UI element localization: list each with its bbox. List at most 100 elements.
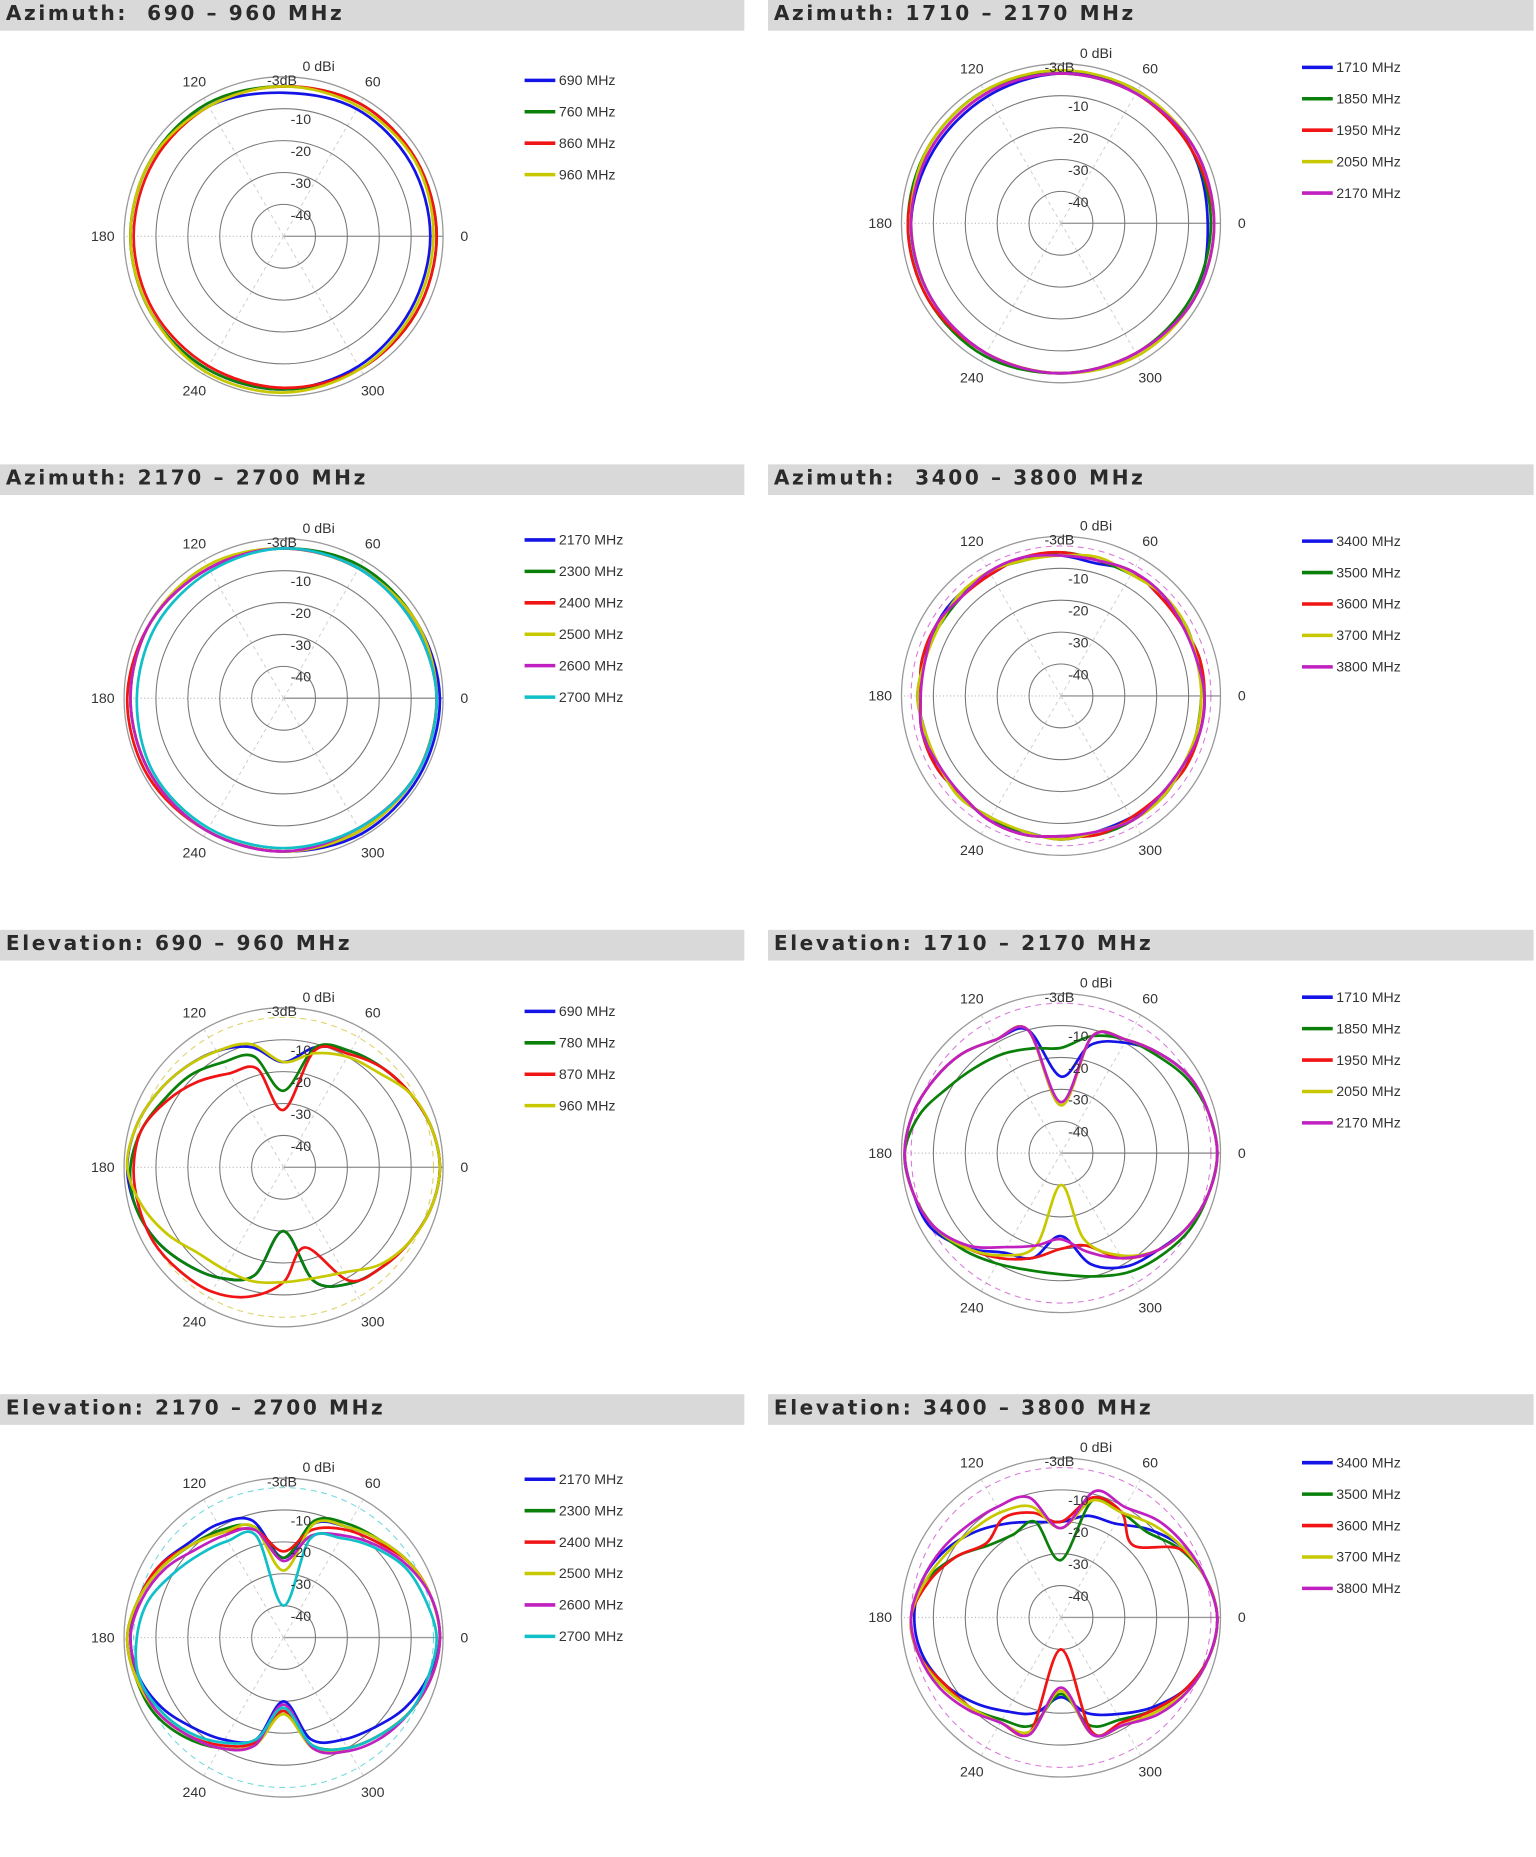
grid-ring [187,1071,380,1264]
panel-header: Azimuth: 690 – 960 MHz [0,0,745,31]
ring-tick-label: -30 [1068,1557,1089,1573]
unit-label: 0 dBi [1080,1440,1112,1456]
spoke-line [1060,1479,1142,1618]
spoke-line [283,559,364,699]
grid-ring [932,1025,1190,1282]
spoke-line [283,1028,364,1168]
ring-tick-label: -20 [291,1545,312,1561]
spoke-line [1060,695,1142,835]
legend-label: 3700 MHz [1336,628,1401,644]
panel-azimuth-1710-2170: Azimuth: 1710 – 2170 MHz 1710 MHz 1850 MHz… [767,0,1534,463]
legend-label: 2170 MHz [559,1472,624,1488]
minus-3db-label: -3dB [267,1004,297,1020]
ring-tick-label: -10 [1068,1029,1089,1045]
ring-tick-label: -20 [291,144,312,160]
grid-ring [900,1457,1222,1778]
grid-ring [123,1007,444,1328]
legend-label: 1710 MHz [1336,60,1401,76]
minus-3db-label: -3dB [1044,533,1074,549]
series-line [125,1042,442,1285]
grid-ring [187,1541,380,1734]
minus-3db-label: -3dB [267,535,297,551]
unit-label: 0 dBi [302,990,334,1006]
spoke-line [283,1499,364,1638]
ring-tick-label: -10 [291,112,312,128]
spoke-line [980,1152,1062,1292]
angle-tick-label: 240 [183,1785,207,1801]
angle-tick-label: 0 [460,1160,468,1176]
polar-plot: 3400 MHz 3500 MHz 3600 MHz 3700 MHz 3800 MHz… [868,1440,1401,1781]
unit-label: 0 dBi [302,521,334,537]
angle-tick-label: 60 [1142,991,1158,1007]
angle-tick-label: 120 [183,1476,207,1492]
ring-tick-label: -40 [1068,1589,1089,1605]
ring-tick-label: -40 [291,208,312,224]
legend-label: 3700 MHz [1336,1550,1401,1566]
angle-tick-label: 300 [1138,1300,1162,1316]
angle-tick-label: 240 [183,845,207,861]
panel-elevation-2170-2700: Elevation: 2170 – 2700 MHz 2170 MHz 2300 M… [0,1394,766,1857]
grid-ring [251,665,316,731]
spoke-line [1060,1617,1142,1756]
legend-label: 3500 MHz [1336,1487,1401,1503]
grid-ring [900,63,1222,384]
polar-plot: 1710 MHz 1850 MHz 1950 MHz 2050 MHz 2170 MHz… [868,46,1401,387]
minus-3db-label: -3dB [1044,60,1074,76]
grid-ring [1028,190,1094,256]
panel-header: Elevation: 3400 – 3800 MHz [767,1394,1534,1425]
angle-tick-label: 0 [1238,1146,1246,1162]
legend-label: 2500 MHz [559,627,624,643]
ring-tick-label: -20 [1068,604,1089,620]
angle-tick-label: 300 [361,1315,385,1331]
ring-tick-label: -40 [291,1609,312,1625]
grid-ring [900,992,1222,1314]
legend-label: 3600 MHz [1336,1518,1401,1534]
grid-ring [996,1553,1126,1682]
series-line [909,72,1216,375]
legend-label: 3400 MHz [1336,534,1401,550]
legend-label: 3500 MHz [1336,565,1401,581]
legend-label: 860 MHz [559,136,616,152]
polar-plot: 690 MHz 780 MHz 870 MHz 960 MHz -10 -20 -30 -40… [91,990,616,1331]
spoke-line [283,236,364,375]
angle-tick-label: 180 [868,1610,892,1626]
polar-plot: 2170 MHz 2300 MHz 2400 MHz 2500 MHz 2600 MHz… [91,1460,624,1801]
grid-ring [155,108,412,365]
legend-label: 3800 MHz [1336,660,1401,676]
grid-ring [251,1134,316,1200]
angle-tick-label: 120 [960,62,984,78]
spoke-line [980,1479,1062,1618]
angle-tick-label: 180 [91,691,115,707]
angle-tick-label: 120 [183,1006,207,1022]
legend-label: 870 MHz [559,1067,616,1083]
ring-tick-label: -30 [1068,635,1089,651]
panel-header: Elevation: 1710 – 2170 MHz [767,929,1534,961]
grid-ring [1028,663,1094,729]
grid-ring [155,1509,412,1766]
legend-label: 2700 MHz [559,1629,624,1645]
ring-tick-label: -30 [291,638,312,654]
angle-tick-label: 60 [1142,534,1158,550]
panel-elevation-690-960: Elevation: 690 – 960 MHz 690 MHz 780 MHz 87… [0,929,766,1393]
ring-tick-label: -30 [1068,1093,1089,1109]
angle-tick-label: 60 [1142,1456,1158,1472]
series-line [909,1489,1219,1738]
legend-label: 1950 MHz [1336,123,1401,139]
legend-label: 2300 MHz [559,564,624,580]
angle-tick-label: 120 [183,536,207,552]
grid-ring [187,602,380,795]
legend-label: 960 MHz [559,167,616,183]
angle-tick-label: 180 [91,1630,115,1646]
angle-tick-label: 180 [868,216,892,232]
angle-tick-label: 240 [960,371,984,387]
minus-3db-circle [910,545,1212,847]
angle-tick-label: 120 [960,534,984,550]
ring-tick-label: -20 [291,606,312,622]
ring-tick-label: -20 [1068,1525,1089,1541]
panel-header: Elevation: 2170 – 2700 MHz [0,1394,745,1425]
series-line [135,546,439,850]
series-line [903,1025,1219,1260]
legend-label: 2300 MHz [559,1503,624,1519]
ring-tick-label: -10 [1068,1493,1089,1509]
panel-title: Azimuth: 690 – 960 MHz [5,2,345,26]
